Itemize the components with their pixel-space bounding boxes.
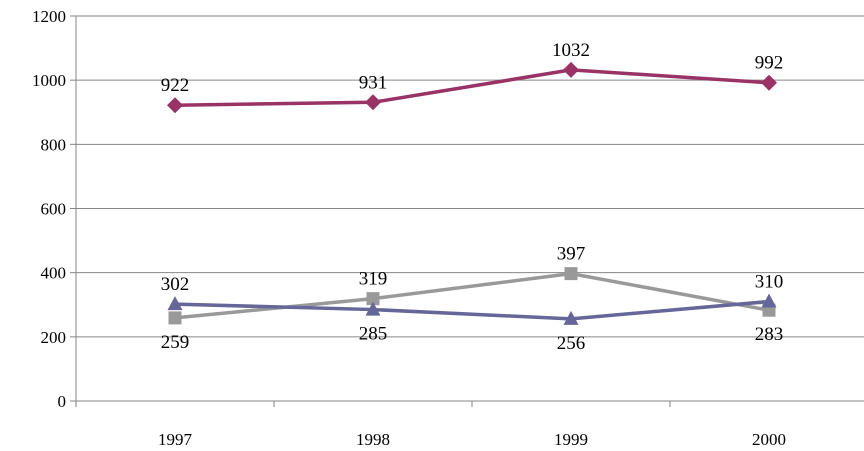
data-point-square [366, 292, 380, 306]
data-point-triangle [167, 296, 183, 311]
data-point-diamond [761, 74, 777, 91]
x-tick-labels: 1997 1998 1999 2000 [158, 430, 786, 449]
data-point-triangle [761, 293, 777, 308]
data-label: 310 [755, 272, 784, 293]
data-point-square [168, 311, 182, 325]
y-tick-label: 1200 [32, 7, 66, 26]
x-tick-label: 1997 [158, 430, 193, 449]
data-label: 256 [557, 333, 586, 354]
data-label: 931 [359, 72, 388, 93]
series-1: 922 931 1032 992 [161, 40, 784, 114]
x-tick-label: 2000 [752, 430, 786, 449]
data-label: 285 [359, 324, 388, 345]
gridlines [76, 15, 864, 338]
data-label: 992 [755, 53, 784, 74]
y-tick-label: 600 [41, 200, 67, 219]
y-tick-label: 200 [41, 328, 67, 347]
data-point-diamond [563, 61, 579, 78]
y-tick-label: 1000 [32, 71, 66, 90]
x-tick-label: 1998 [356, 430, 390, 449]
data-label: 283 [755, 324, 784, 345]
axes [70, 15, 864, 407]
data-label: 922 [161, 75, 190, 96]
series-group: 922 931 1032 992 259 319 397 283 302 285 256 310 [161, 40, 784, 354]
y-tick-labels: 0 200 400 600 800 1000 1200 [32, 7, 66, 411]
data-label: 259 [161, 332, 190, 353]
y-tick-label: 0 [58, 392, 67, 411]
y-tick-label: 400 [41, 264, 67, 283]
series-1-line [174, 68, 770, 107]
series-3-line [174, 299, 770, 321]
data-point-triangle [563, 310, 579, 325]
data-label: 397 [557, 244, 586, 265]
data-label: 302 [161, 274, 190, 295]
x-tick-label: 1999 [554, 430, 588, 449]
data-point-diamond [365, 94, 381, 111]
y-tick-label: 800 [41, 135, 67, 154]
series-2-line [174, 271, 770, 320]
data-label: 319 [359, 269, 388, 290]
data-label: 1032 [552, 40, 590, 61]
data-point-diamond [167, 97, 183, 114]
data-point-triangle [365, 301, 381, 316]
data-point-square [564, 267, 578, 281]
series-3: 302 285 256 310 [161, 272, 784, 354]
